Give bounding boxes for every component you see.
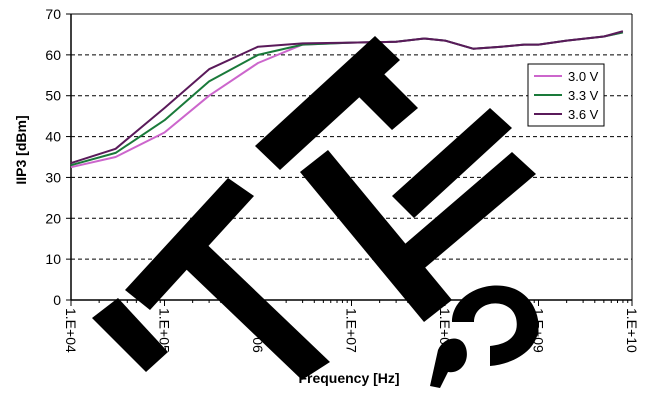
series-line: [70, 30, 624, 165]
watermark-shape: [452, 285, 539, 366]
legend-label: 3.6 V: [568, 107, 599, 122]
y-tick-label: 10: [45, 251, 61, 267]
watermark-shape: [300, 150, 452, 322]
watermark-shape: [392, 108, 512, 218]
watermark-shape: [166, 232, 330, 380]
y-tick-label: 40: [45, 129, 61, 145]
watermark-shape: [352, 68, 418, 130]
axis-title-layer: Frequency [Hz] IIP3 [dBm]: [13, 115, 400, 386]
x-tick-label: 1.E+04: [63, 308, 79, 353]
x-tick-label: 1.E+05: [157, 308, 173, 353]
y-tick-label: 20: [45, 210, 61, 226]
legend-label: 3.3 V: [568, 88, 599, 103]
y-tick-label: 0: [53, 292, 61, 308]
watermark-shape: [430, 338, 467, 388]
x-tick-label: 1.E+07: [344, 308, 360, 353]
y-axis-title: IIP3 [dBm]: [13, 115, 29, 184]
legend: 3.0 V 3.3 V 3.6 V: [527, 63, 605, 127]
x-axis-title: Frequency [Hz]: [298, 370, 399, 386]
y-tick-label: 50: [45, 88, 61, 104]
x-tick-label: 1.E+10: [624, 308, 640, 353]
y-tick-label: 30: [45, 169, 61, 185]
y-tick-label: 70: [45, 6, 61, 22]
legend-label: 3.0 V: [568, 69, 599, 84]
y-tick-label: 60: [45, 47, 61, 63]
watermark-shape: [92, 298, 168, 372]
series-layer: [70, 30, 624, 169]
watermark: [92, 36, 539, 388]
watermark-shape: [398, 152, 536, 272]
watermark-shape: [255, 36, 400, 170]
